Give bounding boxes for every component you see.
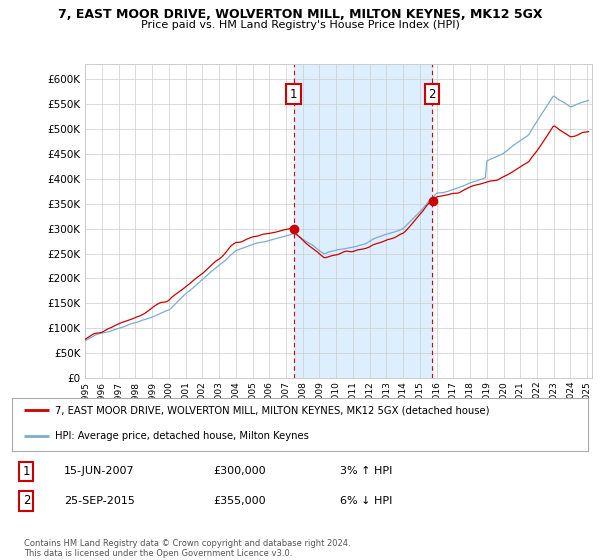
Text: 1: 1: [23, 465, 30, 478]
Text: 25-SEP-2015: 25-SEP-2015: [64, 496, 135, 506]
Text: 2: 2: [23, 494, 30, 507]
Text: £355,000: £355,000: [214, 496, 266, 506]
Text: 6% ↓ HPI: 6% ↓ HPI: [340, 496, 392, 506]
Text: 15-JUN-2007: 15-JUN-2007: [64, 466, 134, 477]
Text: 3% ↑ HPI: 3% ↑ HPI: [340, 466, 392, 477]
Text: 2: 2: [428, 88, 436, 101]
Bar: [293, 64, 432, 378]
Text: 7, EAST MOOR DRIVE, WOLVERTON MILL, MILTON KEYNES, MK12 5GX: 7, EAST MOOR DRIVE, WOLVERTON MILL, MILT…: [58, 8, 542, 21]
Text: 1: 1: [290, 88, 298, 101]
Text: £300,000: £300,000: [214, 466, 266, 477]
Text: Price paid vs. HM Land Registry's House Price Index (HPI): Price paid vs. HM Land Registry's House …: [140, 20, 460, 30]
Text: Contains HM Land Registry data © Crown copyright and database right 2024.
This d: Contains HM Land Registry data © Crown c…: [24, 539, 350, 558]
Text: 7, EAST MOOR DRIVE, WOLVERTON MILL, MILTON KEYNES, MK12 5GX (detached house): 7, EAST MOOR DRIVE, WOLVERTON MILL, MILT…: [55, 405, 490, 416]
Text: HPI: Average price, detached house, Milton Keynes: HPI: Average price, detached house, Milt…: [55, 431, 309, 441]
